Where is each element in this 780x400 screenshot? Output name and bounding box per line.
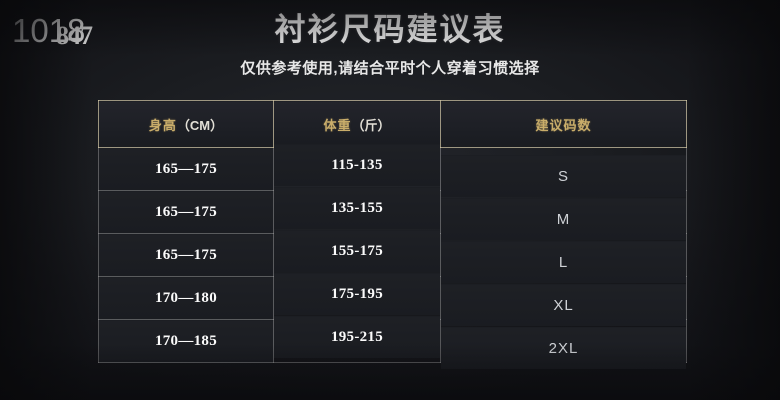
column-header-weight: 体重（斤） xyxy=(273,100,441,148)
page-subtitle: 仅供参考使用,请结合平时个人穿着习惯选择 xyxy=(240,60,540,77)
cell-size: S xyxy=(440,154,687,198)
column-header-weight-label: 体重 xyxy=(323,117,352,133)
table-body: 165—175 115-135 S 165—175 135-155 M 165—… xyxy=(98,143,687,370)
column-header-weight-unit: （斤） xyxy=(351,117,391,133)
cell-weight: 115-135 xyxy=(273,143,441,187)
size-chart-table: 身高（CM） 体重（斤） 建议码数 165—175 115-135 S 165—… xyxy=(98,100,687,370)
cell-size: L xyxy=(440,240,687,284)
cell-height: 170—180 xyxy=(98,276,274,320)
cell-weight: 195-215 xyxy=(273,315,441,359)
table-row: 170—185 195-215 2XL xyxy=(98,315,687,370)
table-header-row: 身高（CM） 体重（斤） 建议码数 xyxy=(98,100,687,148)
cell-weight: 135-155 xyxy=(273,186,441,230)
column-header-size-label: 建议码数 xyxy=(535,117,592,133)
cell-size: XL xyxy=(440,283,687,327)
table-row: 165—175 155-175 L xyxy=(98,229,687,284)
cell-height: 170—185 xyxy=(98,319,274,363)
cell-height: 165—175 xyxy=(98,147,274,191)
table-row: 165—175 135-155 M xyxy=(98,186,687,241)
column-header-size: 建议码数 xyxy=(440,100,687,148)
table-row: 170—180 175-195 XL xyxy=(98,272,687,327)
column-header-height-unit: （CM） xyxy=(176,117,224,133)
cell-weight: 155-175 xyxy=(273,229,441,273)
cell-height: 165—175 xyxy=(98,190,274,234)
column-header-height: 身高（CM） xyxy=(98,100,274,148)
column-header-height-label: 身高 xyxy=(148,117,177,133)
cell-size: M xyxy=(440,197,687,241)
page-title: 衬衫尺码建议表 xyxy=(274,12,506,47)
cell-size: 2XL xyxy=(440,326,687,370)
cell-weight: 175-195 xyxy=(273,272,441,316)
table-row: 165—175 115-135 S xyxy=(98,143,687,198)
cell-height: 165—175 xyxy=(98,233,274,277)
table-header: 身高（CM） 体重（斤） 建议码数 xyxy=(98,100,687,148)
